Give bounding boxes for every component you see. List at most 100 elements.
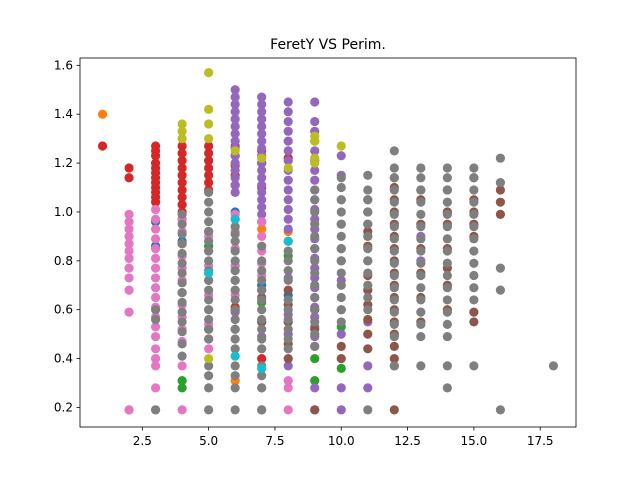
scatter-point	[336, 219, 346, 229]
scatter-point	[124, 239, 134, 249]
scatter-point	[416, 270, 426, 281]
scatter-point	[310, 231, 320, 241]
scatter-point	[257, 285, 267, 295]
scatter-point	[336, 207, 346, 217]
scatter-point	[150, 331, 161, 342]
scatter-point	[177, 178, 187, 188]
scatter-point	[230, 214, 240, 224]
scatter-point	[257, 314, 267, 325]
scatter-point	[363, 185, 373, 195]
scatter-point	[389, 331, 399, 342]
scatter-point	[230, 371, 240, 381]
scatter-point	[257, 266, 267, 276]
scatter-point	[389, 146, 399, 156]
scatter-point	[257, 114, 267, 124]
y-tick-label: 0.2	[54, 400, 73, 414]
scatter-point	[257, 165, 267, 176]
scatter-point	[204, 148, 214, 158]
scatter-point	[150, 383, 161, 393]
scatter-point	[204, 383, 214, 393]
scatter-point	[230, 107, 240, 117]
scatter-point	[257, 295, 267, 305]
scatter-point	[283, 175, 293, 185]
scatter-point	[389, 405, 399, 415]
scatter-point	[389, 209, 399, 219]
scatter-point	[283, 214, 293, 224]
scatter-point	[150, 234, 161, 244]
axes-frame	[79, 57, 577, 428]
scatter-point	[389, 361, 399, 371]
scatter-point	[283, 97, 293, 107]
scatter-point	[177, 317, 187, 327]
scatter-point	[177, 327, 187, 337]
scatter-point	[230, 344, 240, 354]
scatter-point	[177, 248, 187, 259]
scatter-point	[363, 405, 373, 415]
scatter-point	[389, 319, 399, 329]
scatter-point	[177, 229, 187, 239]
scatter-point	[363, 383, 373, 393]
scatter-point	[363, 314, 373, 325]
scatter-point	[230, 92, 240, 102]
scatter-point	[257, 275, 267, 285]
scatter-point	[389, 234, 399, 244]
scatter-point	[257, 92, 267, 102]
scatter-point	[363, 361, 373, 371]
scatter-point	[336, 256, 346, 266]
scatter-point	[124, 285, 134, 295]
scatter-point	[124, 405, 134, 415]
scatter-point	[310, 244, 320, 254]
scatter-point	[469, 234, 479, 244]
scatter-point	[177, 209, 187, 219]
scatter-point	[204, 119, 214, 129]
scatter-point	[283, 361, 293, 371]
scatter-point	[336, 244, 346, 254]
scatter-point	[150, 305, 161, 315]
scatter-point	[204, 68, 214, 78]
scatter-point	[150, 361, 161, 371]
scatter-point	[283, 275, 293, 285]
scatter-point	[469, 173, 479, 183]
scatter-point	[177, 351, 187, 361]
scatter-point	[124, 173, 134, 183]
scatter-point	[363, 280, 373, 290]
scatter-point	[230, 305, 240, 315]
scatter-point	[204, 371, 214, 381]
scatter-point	[389, 270, 399, 281]
scatter-point	[230, 146, 240, 156]
scatter-point	[204, 197, 214, 207]
scatter-point	[204, 275, 214, 285]
scatter-point	[310, 329, 320, 339]
scatter-point	[442, 163, 452, 173]
scatter-point	[283, 334, 293, 344]
scatter-point	[230, 246, 240, 256]
scatter-point	[310, 375, 320, 386]
scatter-point	[124, 217, 134, 227]
scatter-point	[283, 185, 293, 195]
scatter-point	[283, 136, 293, 146]
scatter-point	[177, 268, 187, 278]
scatter-point	[150, 405, 161, 415]
scatter-point	[150, 204, 161, 215]
scatter-point	[230, 173, 240, 183]
scatter-point	[442, 295, 452, 305]
scatter-point	[336, 231, 346, 241]
scatter-point	[389, 353, 399, 364]
scatter-point	[283, 285, 293, 295]
scatter-point	[150, 322, 161, 332]
scatter-point	[310, 185, 320, 195]
scatter-point	[230, 256, 240, 266]
scatter-point	[310, 195, 320, 205]
scatter-point	[469, 295, 479, 305]
scatter-point	[336, 329, 346, 339]
scatter-point	[150, 224, 161, 234]
scatter-point	[150, 244, 161, 254]
scatter-point	[310, 405, 320, 415]
scatter-point	[416, 185, 426, 195]
scatter-point	[230, 229, 240, 239]
scatter-point	[257, 334, 267, 344]
scatter-point	[336, 280, 346, 290]
scatter-point	[336, 341, 346, 351]
scatter-point	[283, 163, 293, 173]
y-tick-label: 1.4	[54, 107, 73, 121]
